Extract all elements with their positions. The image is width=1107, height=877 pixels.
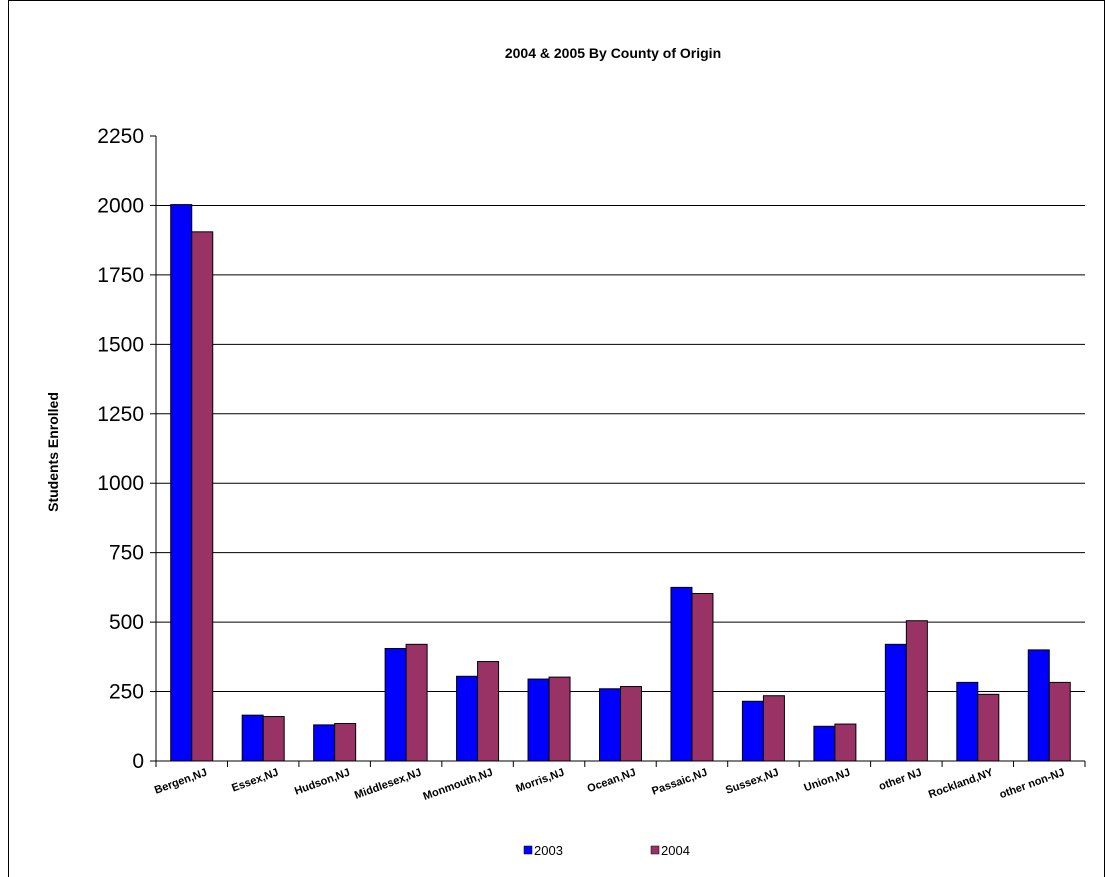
bar-2003 [1027, 649, 1050, 762]
legend-label-2003: 2003 [534, 843, 563, 858]
bar-2003 [813, 725, 836, 762]
x-tick-label: Ocean,NJ [586, 767, 638, 796]
bar-2003 [884, 643, 907, 762]
bar-2004 [834, 723, 857, 762]
x-tick-label: Morris,NJ [514, 767, 566, 796]
x-tick-label: Hudson,NJ [293, 767, 352, 798]
x-tick-label: Rockland,NY [927, 766, 995, 801]
bar-2004 [762, 695, 785, 762]
y-tick-label: 750 [109, 542, 144, 565]
bar-2003 [384, 648, 407, 762]
bar-2003 [313, 724, 336, 762]
bar-2004 [334, 723, 357, 762]
x-tick-label: other non-NJ [998, 767, 1066, 802]
y-tick-label: 0 [132, 750, 144, 773]
bar-2004 [191, 231, 214, 762]
bar-2004 [477, 661, 500, 762]
bar-2003 [599, 688, 621, 762]
bar-2004 [1048, 681, 1071, 762]
bar-2003 [241, 714, 264, 762]
x-tick-label: Union,NJ [802, 767, 851, 795]
legend-label-2004: 2004 [661, 843, 690, 858]
bar-2004 [977, 693, 1000, 762]
bar-2004 [620, 686, 642, 762]
legend-swatch-2003 [523, 845, 533, 855]
legend: 2003 2004 [523, 843, 690, 858]
bar-2004 [691, 593, 714, 762]
axes [155, 136, 1085, 762]
bar-2003 [170, 204, 193, 762]
legend-swatch-2004 [650, 845, 660, 855]
bar-2003 [527, 678, 550, 762]
y-tick-label: 2250 [97, 125, 144, 148]
y-tick-label: 2000 [97, 194, 144, 217]
bar-2004 [262, 716, 285, 762]
bar-2003 [670, 586, 693, 762]
bar-2004 [548, 676, 571, 762]
x-tick-label: Passaic,NJ [650, 767, 709, 798]
y-tick-label: 1750 [97, 264, 144, 287]
y-tick-label: 1000 [97, 472, 144, 495]
y-tick-label: 500 [109, 611, 144, 634]
x-tick-label: Bergen,NJ [153, 767, 209, 797]
bar-2003 [956, 681, 979, 762]
chart-title: 2004 & 2005 By County of Origin [505, 45, 721, 61]
gridlines [156, 204, 1085, 693]
x-tick-label: Middlesex,NJ [353, 767, 423, 802]
bar-2004 [905, 620, 928, 762]
y-axis-label: Students Enrolled [45, 392, 61, 512]
y-axis-ticks: 0 250 500 750 1000 1250 1500 1750 2000 2250 [97, 125, 156, 773]
bar-2003 [456, 675, 479, 762]
x-tick-label: Sussex,NJ [724, 767, 780, 797]
x-tick-label: Essex,NJ [230, 767, 280, 795]
bars [170, 204, 1071, 762]
x-axis-ticks: Bergen,NJ Essex,NJ Hudson,NJ Middlesex,NJMo… [153, 761, 1086, 803]
x-tick-label: Monmouth,NJ [422, 767, 495, 803]
bar-2003 [741, 700, 764, 762]
bar-2004 [405, 643, 428, 762]
y-tick-label: 1500 [97, 333, 144, 356]
y-tick-label: 250 [109, 681, 144, 704]
x-tick-label: other NJ [877, 767, 923, 794]
y-tick-label: 1250 [97, 403, 144, 426]
